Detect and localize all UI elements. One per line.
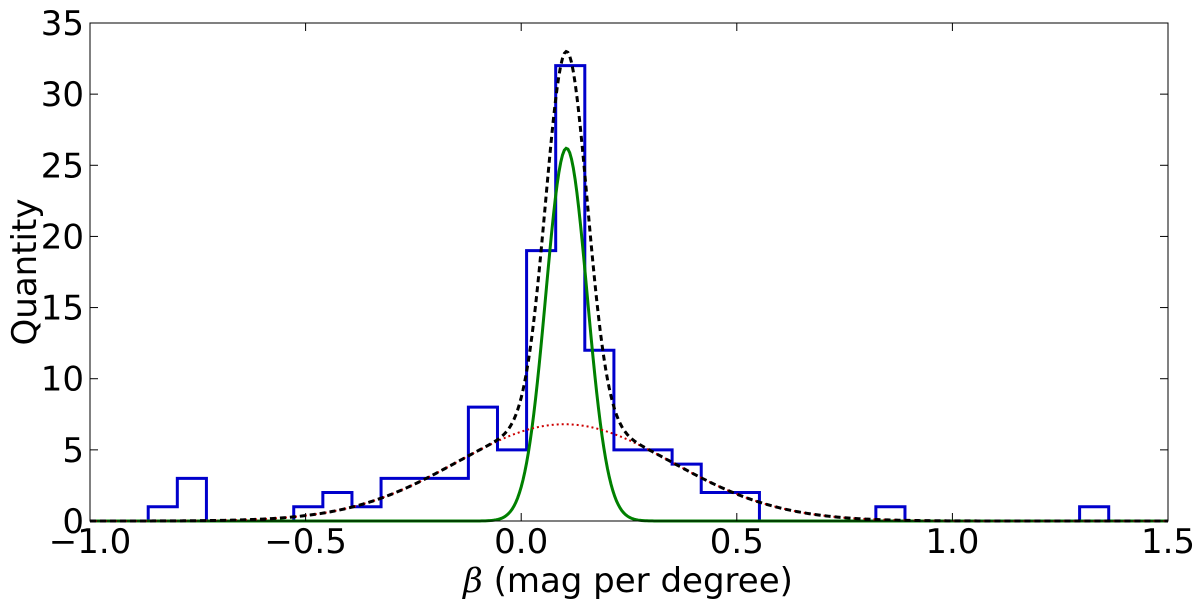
plot-frame: [89, 22, 1169, 522]
y-tick-label: 30: [41, 75, 84, 115]
axis-ticks: −1.0 −0.5 0.0 0.5 1.0 1.5 0 5 10 15 20 25 30 35: [41, 4, 1195, 562]
x-tick-label: 1.5: [1141, 522, 1195, 562]
x-axis-label-text: (mag per degree): [483, 561, 793, 600]
y-tick-label: 15: [41, 289, 84, 329]
y-tick-label: 10: [41, 360, 84, 400]
x-tick-label: 0.5: [710, 522, 764, 562]
x-axis-label: β (mag per degree): [461, 561, 793, 600]
y-tick-label: 0: [62, 502, 84, 542]
y-tick-label: 25: [41, 146, 84, 186]
y-tick-label: 20: [41, 217, 84, 257]
x-tick-label: −1.0: [49, 522, 132, 562]
x-tick-label: 0.0: [494, 522, 548, 562]
x-tick-label: −0.5: [264, 522, 347, 562]
y-tick-label: 35: [41, 4, 84, 44]
y-tick-label: 5: [62, 431, 84, 471]
x-tick-label: 1.0: [925, 522, 979, 562]
y-axis-label: Quantity: [5, 199, 45, 346]
x-axis-label-symbol: β: [461, 561, 483, 600]
